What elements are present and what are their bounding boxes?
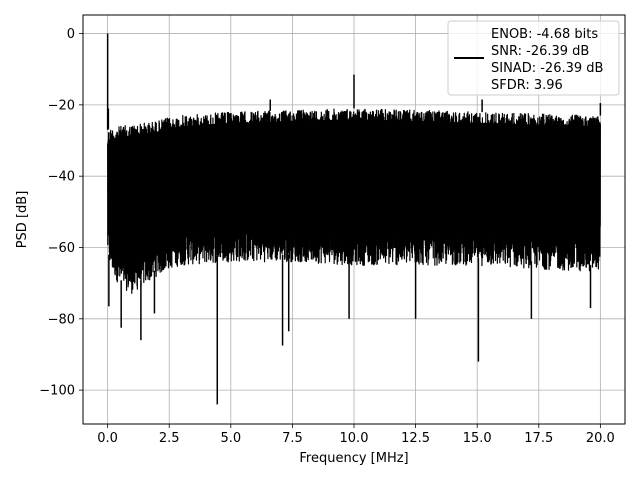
x-tick-label: 15.0 <box>463 431 492 446</box>
y-tick-label: 0 <box>67 27 75 42</box>
y-tick-label: −60 <box>48 241 75 256</box>
y-tick-label: −20 <box>48 98 75 113</box>
y-axis-label: PSD [dB] <box>15 191 30 249</box>
x-axis-label: Frequency [MHz] <box>299 451 408 466</box>
y-tick-label: −40 <box>48 170 75 185</box>
psd-trace <box>106 33 602 405</box>
x-tick-label: 7.5 <box>282 431 303 446</box>
y-tick-label: −100 <box>39 384 75 399</box>
axis-ticks: 0.0 2.5 5.0 7.5 10.0 12.5 15.0 17.5 20.0 0 −20 −40 −… <box>39 27 615 446</box>
psd-dense-band <box>107 119 601 266</box>
x-tick-label: 0.0 <box>97 431 118 446</box>
x-tick-label: 10.0 <box>340 431 369 446</box>
x-tick-label: 20.0 <box>586 431 615 446</box>
legend-line-sinad: SINAD: -26.39 dB <box>491 61 603 76</box>
x-tick-label: 5.0 <box>220 431 241 446</box>
legend-line-enob: ENOB: -4.68 bits <box>491 27 598 42</box>
x-tick-label: 12.5 <box>401 431 430 446</box>
legend-line-sfdr: SFDR: 3.96 <box>491 78 563 93</box>
x-tick-label: 2.5 <box>159 431 180 446</box>
legend-box <box>447 20 620 96</box>
legend: ENOB: -4.68 bits SNR: -26.39 dB SINAD: -… <box>447 20 620 96</box>
y-tick-label: −80 <box>48 312 75 327</box>
legend-line-snr: SNR: -26.39 dB <box>491 44 589 59</box>
x-tick-label: 17.5 <box>524 431 553 446</box>
